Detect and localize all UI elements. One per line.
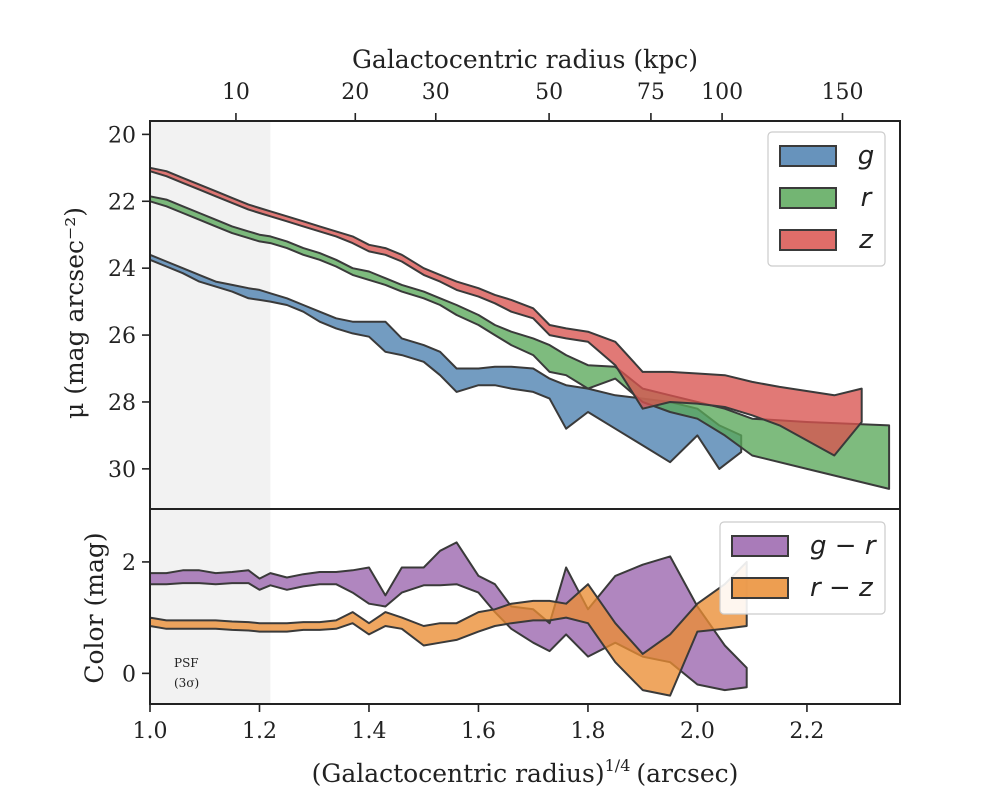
top-series-group [149,166,891,490]
surface-brightness-band-0 [149,253,743,470]
color-y-tick-label: 0 [122,662,136,687]
bottom-x-axis-title-unit: (arcsec) [636,759,738,788]
surface-brightness-band-1 [149,195,891,490]
top-y-axis-title: μ (mag arcsec⁻²) [60,207,89,419]
top-left-ticks: 20 22 24 26 28 30 [108,123,150,483]
color-legend-swatch [731,535,789,557]
y-tick-label: 24 [108,257,136,282]
x-tick-label: 2.0 [680,719,715,744]
kpc-tick-label: 30 [422,80,450,105]
color-legend-swatch [731,577,789,599]
psf-shaded-region-color [150,509,271,704]
psf-annotation-line1: PSF [174,656,199,670]
y-tick-label: 28 [108,391,136,416]
surface-brightness-legend-swatch [779,187,837,209]
color-legend-label: g − r [810,531,878,561]
surface-brightness-legend-label: z [858,225,874,255]
kpc-tick-label: 150 [822,80,864,105]
surface-brightness-band-2 [149,166,863,457]
kpc-tick-label: 100 [701,80,743,105]
color-legend-label: r − z [810,573,874,603]
top-panel: 20 22 24 26 28 30 10 20 30 50 75 100 150 grz [108,80,901,510]
x-tick-label: 1.2 [242,719,277,744]
bottom-x-axis-title-main: (Galactocentric radius) [312,759,605,788]
surface-brightness-legend-label: g [858,141,875,171]
bottom-y-axis-title: Color (mag) [80,532,109,683]
top-kpc-ticks: 10 20 30 50 75 100 150 [222,80,864,121]
color-band-0 [149,541,748,692]
top-x-axis-title: Galactocentric radius (kpc) [352,45,698,74]
surface-brightness-legend-swatch [779,145,837,167]
top-legend: grz [767,131,886,267]
surface-brightness-legend-swatch [779,229,837,251]
kpc-tick-label: 10 [222,80,250,105]
surface-brightness-legend-label: r [861,183,874,213]
bottom-left-ticks: 02 [122,551,150,687]
bottom-panel: 02 1.0 1.2 1.4 1.6 1.8 2.0 2.2 g − rr − z PSF … [122,508,901,744]
y-tick-label: 20 [108,123,136,148]
color-y-tick-label: 2 [122,551,136,576]
kpc-tick-label: 50 [535,80,563,105]
y-tick-label: 26 [108,324,136,349]
bottom-legend: g − r r − z [719,521,886,615]
bottom-x-ticks: 1.0 1.2 1.4 1.6 1.8 2.0 2.2 [133,704,824,744]
y-tick-label: 22 [108,190,136,215]
psf-annotation-line2: (3σ) [174,676,199,690]
y-tick-label: 30 [108,458,136,483]
psf-shaded-region [150,121,271,509]
bottom-series-group [149,541,748,697]
x-tick-label: 1.8 [570,719,605,744]
kpc-tick-label: 20 [341,80,369,105]
bottom-x-axis-title: (Galactocentric radius)1/4 (arcsec) [312,756,739,788]
color-band-1 [149,560,748,697]
bottom-x-axis-title-exponent: 1/4 [605,756,631,775]
x-tick-label: 1.6 [461,719,496,744]
x-tick-label: 1.4 [351,719,386,744]
x-tick-label: 1.0 [133,719,168,744]
kpc-tick-label: 75 [637,80,665,105]
bottom-panel-frame [149,508,901,705]
x-tick-label: 2.2 [789,719,824,744]
